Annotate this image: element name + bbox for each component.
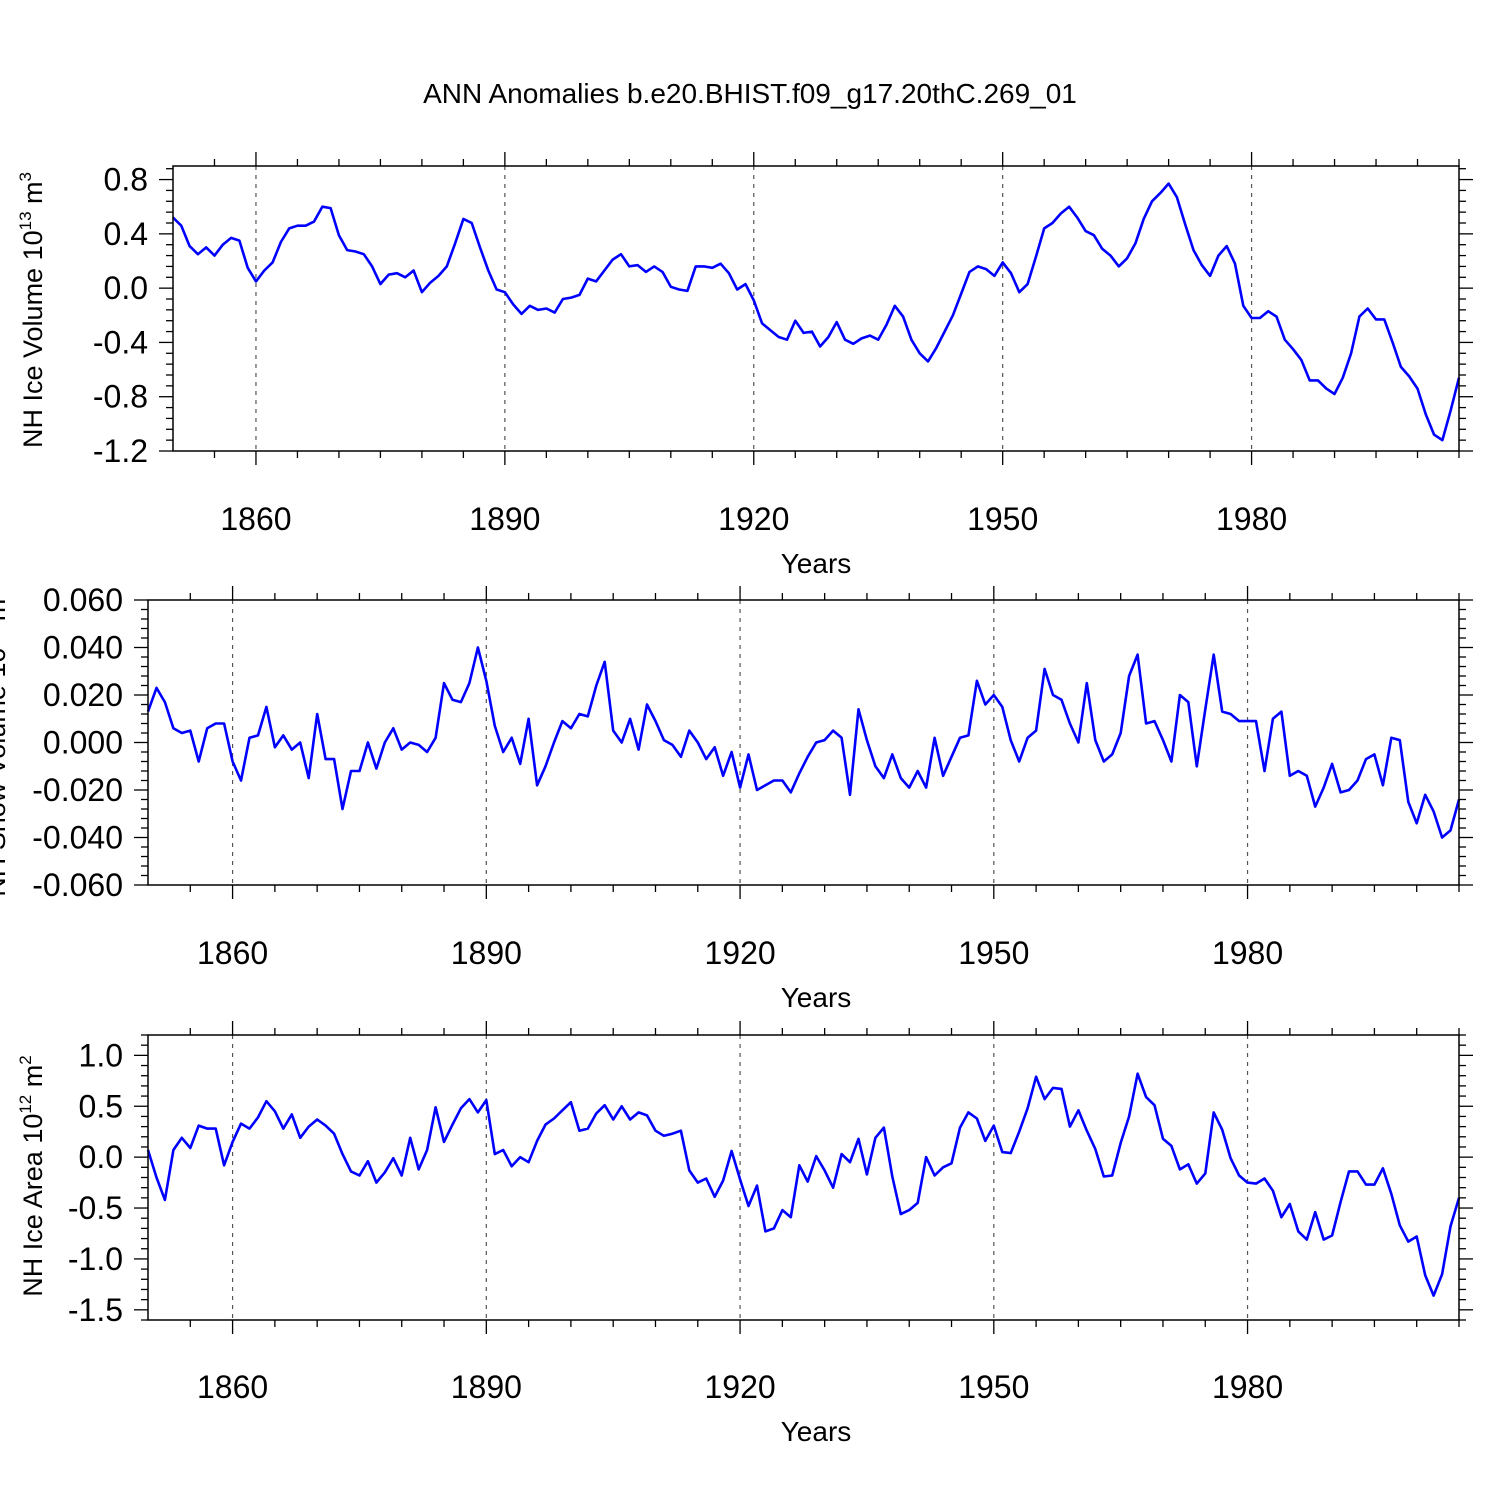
y-tick-label--1.2: -1.2 [93,433,148,469]
y-tick-label-0.0: 0.0 [79,1139,123,1175]
y-axis-label: NH Ice Volume 1013 m3 [16,172,48,448]
y-tick-label-0.8: 0.8 [104,162,148,198]
y-tick-label--0.040: -0.040 [32,820,123,856]
y-axis-label-unit: m [0,599,11,629]
y-axis-label-prefix: NH Ice Volume 10 [18,230,48,448]
y-axis-label: NH Ice Area 1012 m2 [16,1055,48,1296]
y-tick-label--0.020: -0.020 [32,772,123,808]
x-axis-label: Years [781,1416,852,1447]
panel-nh-snow-volume: 1860 1890 1920 1950 1980 -0.060 -0.040 -0.020 0.… [0,582,1473,1013]
x-tick-label-1920: 1920 [718,501,789,537]
plot-frame [172,165,1460,452]
series-line-nh-snow-volume [146,646,1461,839]
chart-title: ANN Anomalies b.e20.BHIST.f09_g17.20thC.… [423,78,1077,109]
y-tick-label--0.8: -0.8 [93,379,148,415]
y-tick-label-0.4: 0.4 [104,216,148,252]
x-tick-label-1980: 1980 [1212,935,1283,971]
x-tick-label-1950: 1950 [967,501,1038,537]
y-axis-label-exp: 12 [16,1095,35,1114]
y-tick-label-0.0: 0.0 [104,270,148,306]
x-tick-label-1890: 1890 [469,501,540,537]
y-axis-label-prefix: NH Ice Area 10 [18,1114,48,1297]
y-tick-label--0.4: -0.4 [93,324,148,360]
y-tick-label-0.060: 0.060 [43,582,123,618]
x-tick-label-1890: 1890 [451,1369,522,1405]
x-tick-label-1920: 1920 [704,1369,775,1405]
x-axis-label: Years [781,982,852,1013]
y-axis-label: NH Snow Volume 1013 m3 [0,589,11,897]
y-tick-label--1.0: -1.0 [68,1241,123,1277]
plot-frame [147,1034,1460,1321]
series-line-nh-ice-area [146,1072,1461,1297]
y-tick-label--0.5: -0.5 [68,1190,123,1226]
x-tick-label-1950: 1950 [958,935,1029,971]
x-tick-label-1860: 1860 [197,1369,268,1405]
y-tick-label-0.040: 0.040 [43,630,123,666]
y-axis-label-unit: m [18,181,48,211]
panel-nh-ice-volume: 1860 1890 1920 1950 1980 -1.2 -0.8 -0.4 0.0 0.4 0.… [16,152,1473,579]
y-axis-label-unit_exp: 3 [16,172,35,181]
x-tick-label-1860: 1860 [220,501,291,537]
x-tick-label-1980: 1980 [1216,501,1287,537]
y-tick-label--1.5: -1.5 [68,1292,123,1328]
x-tick-label-1950: 1950 [958,1369,1029,1405]
y-axis-label-unit_exp: 2 [16,1055,35,1064]
y-tick-label-0.000: 0.000 [43,725,123,761]
y-tick-label-0.5: 0.5 [79,1088,123,1124]
y-axis-label-prefix: NH Snow Volume 10 [0,648,11,897]
x-tick-label-1860: 1860 [197,935,268,971]
y-tick-label-1.0: 1.0 [79,1037,123,1073]
panel-nh-ice-area: 1860 1890 1920 1950 1980 -1.5 -1.0 -0.5 0.0 0.5 1.… [16,1021,1473,1447]
x-tick-label-1890: 1890 [451,935,522,971]
x-axis-label: Years [781,548,852,579]
y-tick-label-0.020: 0.020 [43,677,123,713]
x-tick-label-1980: 1980 [1212,1369,1283,1405]
y-axis-label-unit: m [18,1065,48,1095]
plot-frame [147,599,1460,886]
y-axis-label-exp: 13 [16,211,35,230]
x-tick-label-1920: 1920 [704,935,775,971]
y-tick-label--0.060: -0.060 [32,867,123,903]
series-line-nh-ice-volume [172,182,1461,442]
